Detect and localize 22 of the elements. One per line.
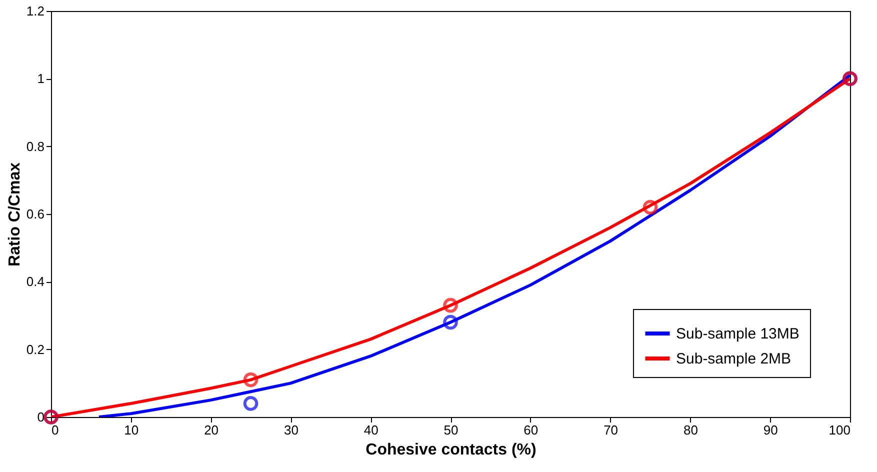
x-tick-label: 90 [763,422,778,438]
x-tick-label: 30 [284,422,298,438]
y-tick-label: 0.6 [26,206,44,222]
legend-label: Sub-sample 13MB [676,326,800,342]
legend-label: Sub-sample 2MB [676,350,792,368]
y-tick-label: 1 [37,71,44,86]
y-tick-label: 0.2 [26,342,44,357]
x-tick-label: 0 [52,422,59,438]
y-tick-label: 0.4 [26,274,44,290]
x-tick-label: 50 [444,422,458,438]
y-axis-title: Ratio C/Cmax [6,162,24,267]
x-tick-label: 20 [204,422,219,438]
y-tick-label: 1.2 [26,4,44,18]
x-tick-label: 80 [683,422,698,438]
x-tick-label: 100 [828,422,850,438]
x-tick-label: 40 [364,422,378,438]
x-axis-title: Cohesive contacts (%) [366,442,536,458]
x-tick-label: 70 [604,422,618,438]
y-tick-label: 0 [37,410,44,424]
x-tick-label: 60 [524,422,538,438]
y-tick-label: 0.8 [26,138,44,154]
x-tick-label: 10 [124,422,139,438]
